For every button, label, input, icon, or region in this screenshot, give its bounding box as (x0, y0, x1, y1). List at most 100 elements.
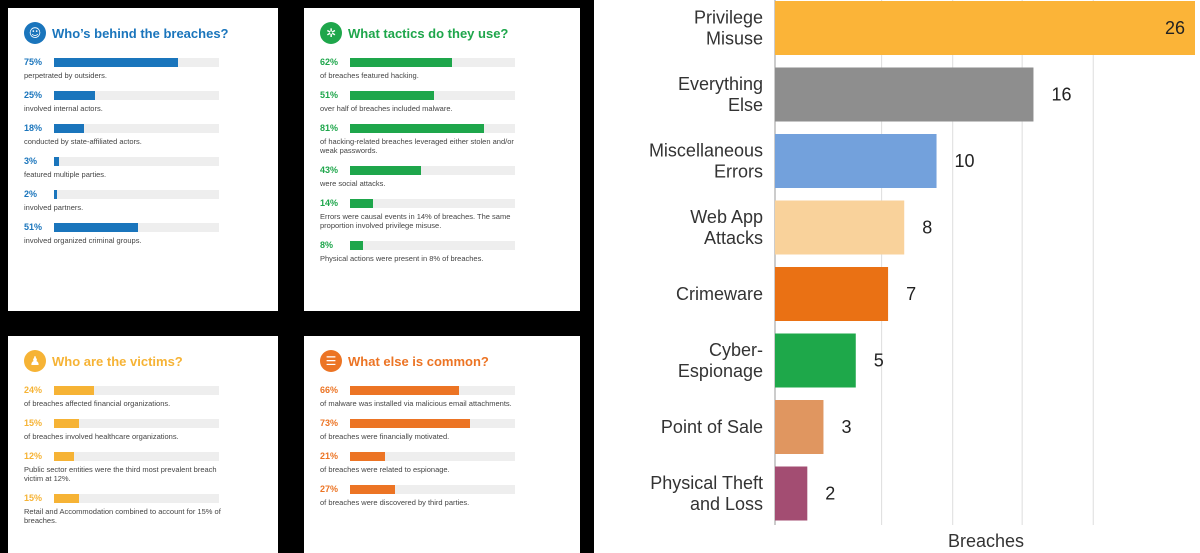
stat-percent: 2% (24, 189, 38, 199)
stat-bar-fill (54, 418, 79, 428)
stat-percent: 81% (320, 123, 339, 133)
stat-bar-track (350, 240, 515, 250)
category-label-line: Errors (714, 162, 763, 182)
stat-bar-fill (350, 90, 435, 100)
stat-percent: 25% (24, 90, 43, 100)
stat-percent: 66% (320, 385, 339, 395)
stat-item: 75% perpetrated by outsiders. (24, 56, 262, 80)
stat-item: 3% featured multiple parties. (24, 155, 262, 179)
card-title: What tactics do they use? (348, 25, 509, 41)
stat-row: 81% (320, 122, 564, 134)
stat-description: over half of breaches included malware. (320, 104, 453, 113)
stat-row: 62% (320, 56, 564, 68)
card-header: ♟ Who are the victims? (24, 350, 262, 372)
stat-bar-fill (54, 493, 79, 503)
x-axis-title: Breaches (948, 531, 1024, 551)
stat-item: 14% Errors were causal events in 14% of b… (320, 197, 564, 230)
category-label-line: Misuse (706, 29, 763, 49)
bar-1 (775, 67, 1034, 122)
category-label-line: Privilege (694, 8, 763, 28)
stat-description: of breaches involved healthcare organiza… (24, 432, 179, 441)
stat-description: Errors were causal events in 14% of brea… (320, 212, 511, 230)
stat-item: 25% involved internal actors. (24, 89, 262, 113)
list-icon: ☰ (320, 350, 342, 372)
stat-item: 27% of breaches were discovered by third … (320, 483, 564, 507)
stat-bar-track (54, 123, 219, 133)
stat-bar-track (54, 418, 219, 428)
stat-description: conducted by state-affiliated actors. (24, 137, 142, 146)
value-label: 16 (1051, 85, 1071, 105)
stat-item: 18% conducted by state-affiliated actors. (24, 122, 262, 146)
stat-percent: 3% (24, 156, 38, 166)
stat-row: 43% (320, 164, 564, 176)
stat-bar-fill (350, 240, 364, 250)
value-label: 26 (1165, 18, 1185, 38)
stat-bar-track (350, 418, 515, 428)
stat-bar-track (54, 222, 219, 232)
chart-canvas: Privilege Misuse 26 Everything Else 16 Miscell… (649, 0, 1195, 551)
stat-description: Retail and Accommodation combined to acc… (24, 507, 221, 525)
stat-item: 73% of breaches were financially motivate… (320, 417, 564, 441)
stat-bar-track (350, 198, 515, 208)
network-icon: ✲ (320, 22, 342, 44)
stat-description: Public sector entities were the third mo… (24, 465, 217, 483)
stat-description: of breaches were discovered by third par… (320, 498, 470, 507)
stat-row: 15% (24, 417, 262, 429)
stat-item: 15% of breaches involved healthcare organ… (24, 417, 262, 441)
card-header: ☺ Who’s behind the breaches? (24, 22, 262, 44)
category-label-line: Attacks (704, 228, 763, 248)
stat-row: 18% (24, 122, 262, 134)
stat-percent: 12% (24, 451, 43, 461)
value-label: 7 (906, 284, 916, 304)
stat-item: 51% over half of breaches included malwar… (320, 89, 564, 113)
stat-description: featured multiple parties. (24, 170, 107, 179)
stat-item: 15% Retail and Accommodation combined to … (24, 492, 262, 525)
stat-row: 51% (24, 221, 262, 233)
stat-item: 12% Public sector entities were the third… (24, 450, 262, 483)
stat-bar-track (54, 385, 219, 395)
stat-row: 24% (24, 384, 262, 396)
stat-description: were social attacks. (320, 179, 386, 188)
stat-bar-track (54, 156, 219, 166)
stat-percent: 14% (320, 198, 339, 208)
stat-row: 73% (320, 417, 564, 429)
category-label: Web App Attacks (690, 207, 763, 248)
stat-bar-fill (350, 198, 374, 208)
stat-item: 66% of malware was installed via maliciou… (320, 384, 564, 408)
stat-bar-fill (54, 385, 94, 395)
bar-0 (775, 1, 1195, 55)
stat-bar-track (350, 90, 515, 100)
stat-bar-fill (54, 123, 84, 133)
stat-row: 14% (320, 197, 564, 209)
stat-bar-track (350, 451, 515, 461)
category-label: Privilege Misuse (694, 8, 763, 49)
bar-7 (775, 466, 808, 521)
stat-bar-fill (54, 90, 96, 100)
stat-percent: 75% (24, 57, 43, 67)
stat-bar-fill (350, 165, 421, 175)
category-label: Point of Sale (661, 417, 763, 437)
stat-row: 8% (320, 239, 564, 251)
stat-description: of breaches were related to espionage. (320, 465, 450, 474)
category-label: Physical Theft and Loss (650, 473, 763, 514)
stat-bar-fill (350, 385, 459, 395)
stat-bar-fill (54, 222, 139, 232)
stat-bar-fill (54, 451, 74, 461)
card-header: ✲ What tactics do they use? (320, 22, 564, 44)
stat-percent: 21% (320, 451, 339, 461)
person-icon: ☺ (24, 22, 46, 44)
stat-bar-fill (350, 451, 385, 461)
card-title: What else is common? (348, 353, 489, 369)
category-label-line: Web App (690, 207, 763, 227)
bar-4 (775, 267, 889, 321)
stat-bar-fill (54, 57, 178, 67)
stat-bar-track (54, 493, 219, 503)
stat-row: 25% (24, 89, 262, 101)
stat-item: 24% of breaches affected financial organi… (24, 384, 262, 408)
stat-percent: 18% (24, 123, 43, 133)
stat-item: 62% of breaches featured hacking. (320, 56, 564, 80)
stat-description: Physical actions were present in 8% of b… (320, 254, 484, 263)
card-tactics: ✲ What tactics do they use? 62% of breaches… (304, 8, 580, 311)
category-label: Cyber-Espionage (678, 340, 763, 381)
stat-item: 51% involved organized criminal groups. (24, 221, 262, 245)
